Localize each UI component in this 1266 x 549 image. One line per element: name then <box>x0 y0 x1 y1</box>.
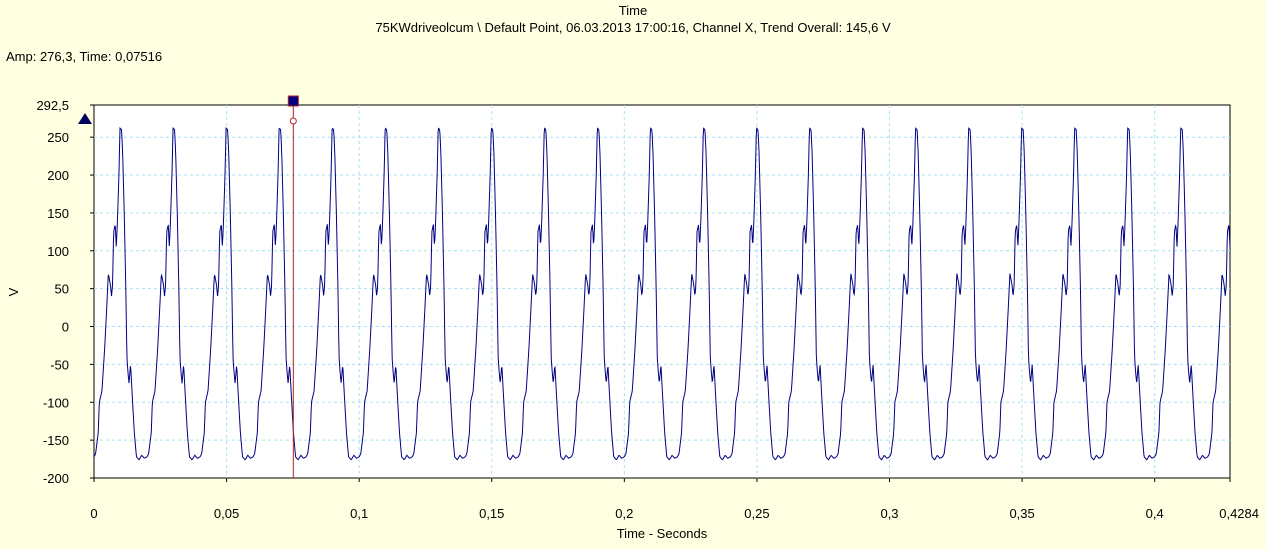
waveform-trace <box>93 126 1231 461</box>
x-tick-label: 0,15 <box>479 506 504 521</box>
chart-subtitle: 75KWdriveolcum \ Default Point, 06.03.20… <box>375 20 891 35</box>
cursor-handle-icon[interactable] <box>287 95 299 107</box>
y-tick-label: 200 <box>47 168 69 183</box>
cursor-point-icon <box>289 117 297 125</box>
y-tick-label: -50 <box>50 357 69 372</box>
x-tick-label: 0,25 <box>744 506 769 521</box>
grid-lines <box>94 105 1230 478</box>
y-tick-label: 150 <box>47 206 69 221</box>
x-axis-label: Time - Seconds <box>617 526 708 541</box>
y-max-marker-icon[interactable] <box>78 113 92 124</box>
x-tick-label: 0 <box>90 506 97 521</box>
y-tick-label: 292,5 <box>36 98 69 113</box>
chart-title: Time <box>618 3 648 18</box>
x-tick-label: 0,4 <box>1146 506 1164 521</box>
x-tick-label: 0,35 <box>1009 506 1034 521</box>
y-axis-label: V <box>6 287 21 296</box>
y-tick-label: -200 <box>43 471 69 486</box>
y-tick-label: 250 <box>47 130 69 145</box>
x-tick-label: 0,3 <box>880 506 898 521</box>
y-tick-label: -150 <box>43 433 69 448</box>
cursor-readout: Amp: 276,3, Time: 0,07516 <box>6 49 163 64</box>
cursor[interactable] <box>287 95 299 478</box>
x-tick-label: 0,2 <box>615 506 633 521</box>
y-axis-ticks: 292,5 250 200 150 100 50 0 -50 -100 -150 -200 <box>36 98 94 486</box>
x-tick-label: 0,1 <box>350 506 368 521</box>
y-tick-label: 100 <box>47 244 69 259</box>
x-tick-label: 0,4284 <box>1219 506 1259 521</box>
plot-area[interactable] <box>93 104 1231 479</box>
x-tick-label: 0,05 <box>214 506 239 521</box>
y-tick-label: 0 <box>62 320 69 335</box>
y-tick-label: 50 <box>55 282 69 297</box>
x-axis-ticks: 0 0,05 0,1 0,15 0,2 0,25 0,3 0,35 0,4 0,4284 <box>90 478 1259 521</box>
y-tick-label: -100 <box>43 395 69 410</box>
